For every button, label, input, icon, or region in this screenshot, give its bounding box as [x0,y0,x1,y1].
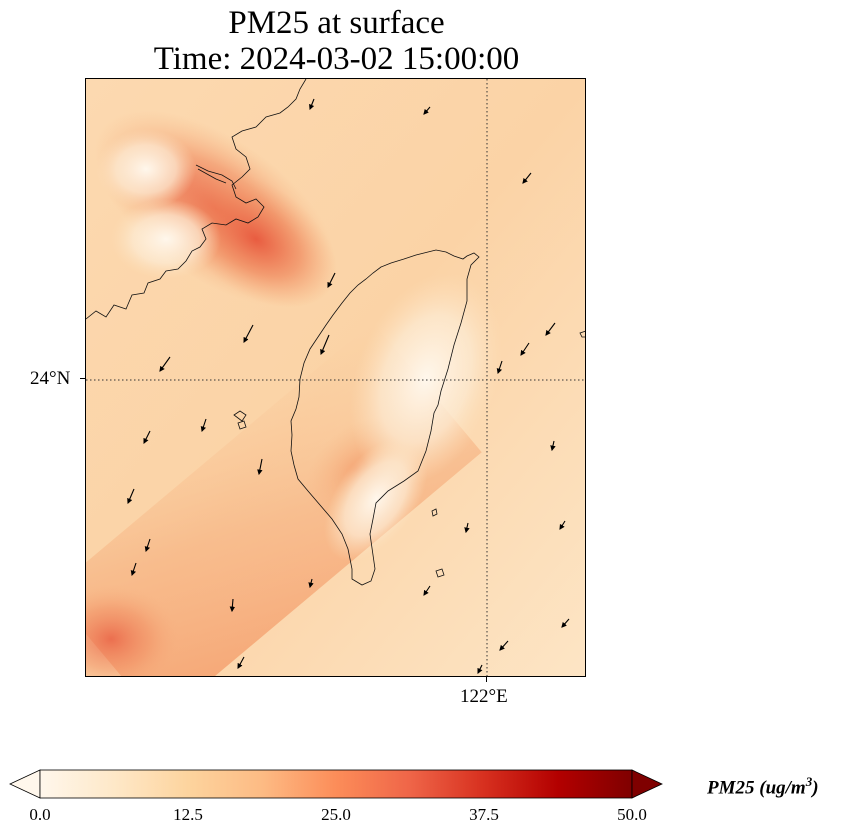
wind-arrow [159,356,171,372]
wind-arrow [327,272,336,288]
wind-arrow [309,98,315,111]
colorbar-tick: 0.0 [29,805,51,824]
wind-arrow [143,430,151,444]
coastlines [86,79,585,586]
wind-arrow [464,522,470,534]
wind-arrow [320,334,330,356]
lon-tick-mark [486,677,487,682]
lon-tick-label: 122°E [460,686,508,707]
wind-arrow [257,458,263,476]
taiwan-coastline [290,249,480,586]
clean-patch-nw [96,129,196,209]
wind-arrow [237,656,245,669]
wind-vectors [127,98,570,674]
wind-arrow [522,172,532,184]
lat-tick-mark [80,378,85,379]
clean-patch-w [111,199,221,279]
plot-title-line-2: Time: 2024-03-02 15:00:00 [153,41,520,77]
colorbar-label: PM25 (ug/m3) [707,774,819,799]
wind-arrow [423,106,431,115]
wind-arrow [550,440,556,452]
colorbar-tick: 25.0 [321,805,351,824]
penghu-islands [233,410,247,430]
wind-arrow [423,585,431,596]
colorbar-min-extend [9,769,41,799]
wind-arrow [477,664,483,674]
hotspot-sw [86,584,181,676]
wind-arrow [229,598,236,613]
green-island [431,508,438,517]
wind-arrow [559,520,566,530]
wind-arrow [127,488,135,505]
fujian-coastline [86,79,307,320]
wind-arrow [561,618,570,628]
lat-tick-label: 24°N [30,368,71,389]
colorbar [9,769,663,799]
wind-arrow [200,418,207,433]
colorbar-max-extend [631,769,663,799]
wind-arrow [144,538,151,553]
pm25-field-map [86,79,585,676]
orchid-island [435,568,445,578]
islet-east [579,330,585,338]
colorbar-body [39,769,633,799]
wind-arrow [496,360,503,375]
clean-patch-taiwan [350,272,502,486]
wind-arrow [130,562,137,577]
map-panel [85,78,586,677]
fujian-bay [195,164,237,190]
wind-arrow [308,578,314,589]
hotspot-core [175,170,337,308]
wind-arrow [499,640,509,651]
clean-patch-south [324,437,428,561]
colorbar-tick: 37.5 [469,805,499,824]
wind-arrow [243,324,254,343]
plot-title-line-1: PM25 at surface [228,5,445,41]
wind-arrow [520,342,530,356]
colorbar-tick: 12.5 [173,805,203,824]
colorbar-tick: 50.0 [617,805,647,824]
wind-arrow [545,322,556,336]
